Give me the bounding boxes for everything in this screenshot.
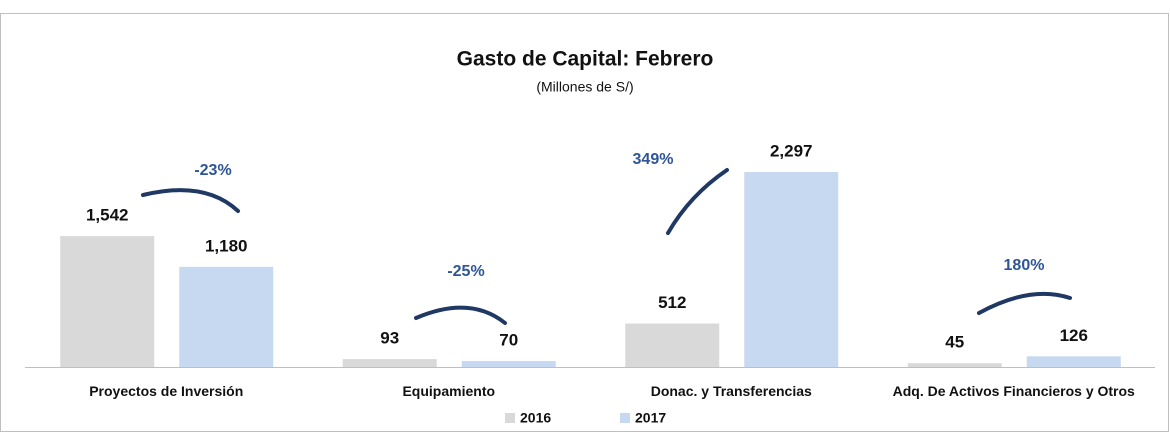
- annotation-arc: [141, 188, 240, 213]
- chart-subtitle: (Millones de S/): [536, 79, 633, 95]
- x-tick-label: Adq. De Activos Financieros y Otros: [892, 383, 1135, 399]
- value-label: 70: [499, 331, 518, 350]
- x-tick-label: Proyectos de Inversión: [89, 383, 244, 399]
- bar: [907, 363, 1002, 367]
- value-label: 45: [945, 333, 964, 352]
- bar: [461, 361, 556, 367]
- value-label: 1,542: [86, 206, 129, 225]
- value-label: 2,297: [770, 141, 813, 160]
- bar: [342, 359, 437, 367]
- chart-title: Gasto de Capital: Febrero: [457, 48, 714, 71]
- value-label: 512: [658, 293, 686, 312]
- bar: [179, 266, 274, 367]
- annotation-arc: [977, 291, 1072, 315]
- annotation: 180%: [1004, 257, 1045, 274]
- value-label: 126: [1060, 326, 1088, 345]
- value-label: 1,180: [205, 236, 248, 255]
- x-tick-label: Donac. y Transferencias: [650, 383, 812, 399]
- annotation-arc: [666, 168, 729, 235]
- annotation-arc: [414, 305, 507, 325]
- bar: [744, 172, 839, 367]
- bar: [1026, 356, 1121, 367]
- annotation: 349%: [633, 151, 674, 168]
- annotation: -25%: [447, 263, 484, 280]
- value-label: 93: [380, 329, 399, 348]
- legend-label: 2016: [520, 410, 551, 426]
- bar: [625, 323, 720, 367]
- annotation: -23%: [194, 162, 231, 179]
- legend-swatch: [505, 413, 515, 423]
- legend-label: 2017: [635, 410, 666, 426]
- x-tick-label: Equipamiento: [402, 383, 496, 399]
- chart-border: [0, 13, 1169, 432]
- bar: [60, 236, 155, 367]
- legend-swatch: [620, 413, 630, 423]
